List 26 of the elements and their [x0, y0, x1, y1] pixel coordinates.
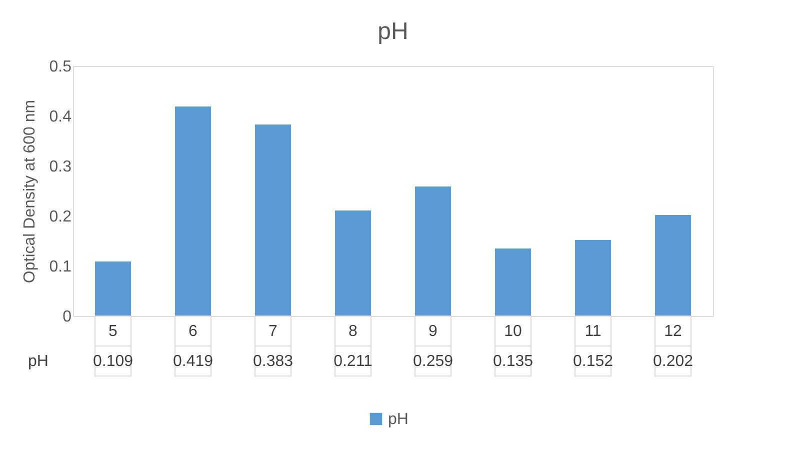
- x-tick-label: 9: [428, 323, 438, 340]
- legend-label: pH: [388, 411, 408, 428]
- x-tick-label: 6: [188, 323, 198, 340]
- y-tick-label: 0.4: [49, 108, 72, 126]
- data-label: 0.135: [492, 353, 534, 370]
- y-axis-title: Optical Density at 600 nm: [21, 100, 38, 284]
- data-label: 0.211: [334, 353, 373, 370]
- x-tick-label: 8: [348, 323, 358, 340]
- x-tick-label: 12: [664, 323, 682, 340]
- x-tick-label: 7: [268, 323, 278, 340]
- data-label: 0.383: [252, 353, 294, 370]
- x-tick-label: 11: [584, 323, 602, 340]
- text: pH: [28, 353, 48, 370]
- data-label: 0.202: [652, 353, 694, 370]
- y-tick-label: 0.5: [49, 58, 72, 76]
- y-tick-label: 0.1: [49, 258, 72, 276]
- y-tick-label: 0.2: [49, 208, 72, 226]
- x-tick-label: 5: [108, 323, 118, 340]
- data-label: 0.419: [172, 353, 214, 370]
- data-label: 0.152: [572, 353, 614, 370]
- data-label: 0.259: [412, 353, 454, 370]
- x-tick-label: 10: [504, 323, 522, 340]
- y-tick-label: 0: [62, 308, 72, 326]
- data-label: 0.109: [92, 353, 134, 370]
- y-tick-label: 0.3: [49, 158, 72, 176]
- chart-title: pH: [378, 18, 408, 45]
